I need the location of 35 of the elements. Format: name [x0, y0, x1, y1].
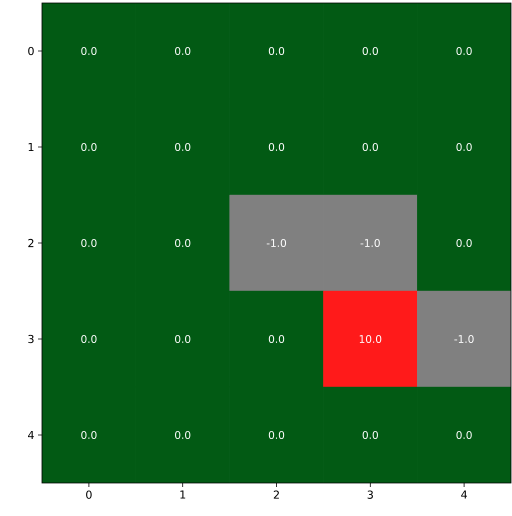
data-label: 0.0 — [456, 143, 472, 151]
data-label: 0.0 — [268, 335, 284, 343]
data-label: 0.0 — [362, 143, 378, 151]
data-label: 0.0 — [456, 239, 472, 247]
data-label: -1.0 — [360, 239, 380, 247]
data-label: 0.0 — [81, 47, 97, 55]
data-label: 0.0 — [81, 143, 97, 151]
data-label: 0.0 — [268, 143, 284, 151]
data-label: 0.0 — [81, 335, 97, 343]
x-tick-label: 0 — [86, 490, 92, 499]
data-label: 0.0 — [362, 47, 378, 55]
data-label: 0.0 — [175, 47, 190, 55]
x-tick-label: 4 — [461, 490, 467, 499]
x-tick-label: 1 — [180, 490, 186, 499]
data-label: 0.0 — [175, 431, 190, 439]
y-tick-label: 4 — [28, 430, 34, 440]
data-label: 0.0 — [456, 431, 472, 439]
data-label: 0.0 — [175, 239, 190, 247]
x-tick-label: 2 — [274, 490, 279, 499]
data-label: 0.0 — [268, 431, 284, 439]
data-label: -1.0 — [266, 239, 286, 247]
y-tick-label: 0 — [28, 46, 34, 56]
y-tick-label: 1 — [28, 142, 34, 152]
data-label: 10.0 — [360, 335, 382, 343]
x-tick-label: 3 — [368, 490, 373, 499]
y-tick-label: 3 — [28, 334, 34, 344]
data-label: 0.0 — [362, 431, 378, 439]
data-label: 0.0 — [81, 239, 97, 247]
data-label: 0.0 — [456, 47, 472, 55]
y-tick-label: 2 — [28, 238, 34, 248]
data-label: 0.0 — [175, 143, 190, 151]
data-label: 0.0 — [268, 47, 284, 55]
data-label: 0.0 — [175, 335, 190, 343]
data-label: -1.0 — [454, 335, 474, 343]
data-label: 0.0 — [81, 431, 97, 439]
